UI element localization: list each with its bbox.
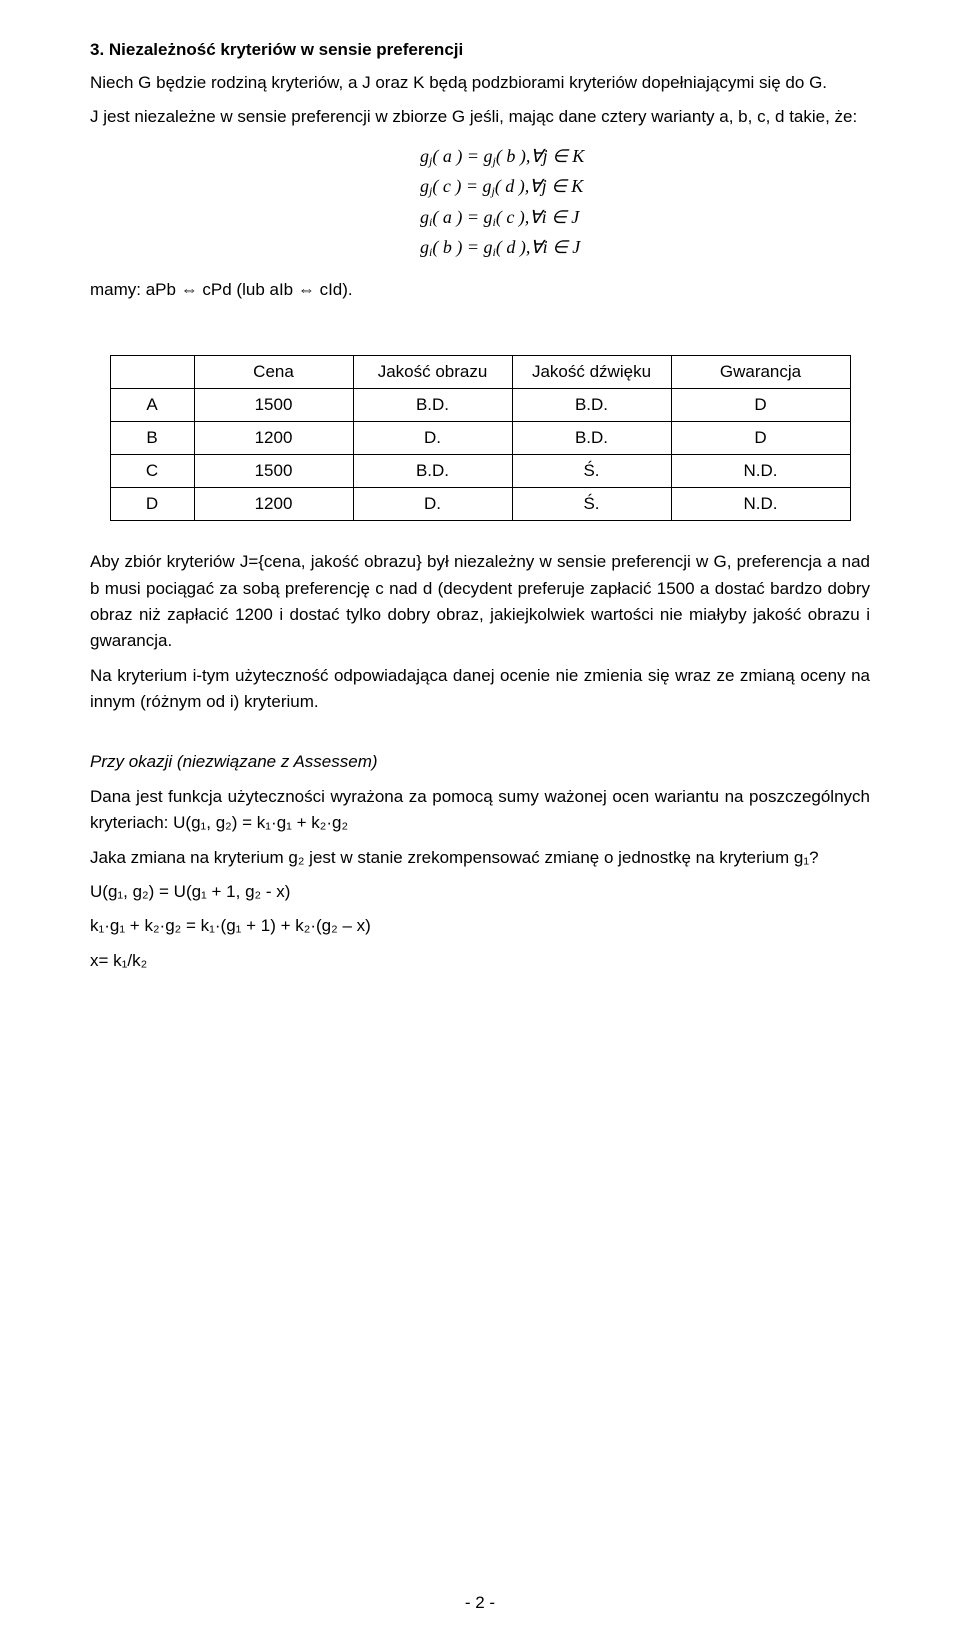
table-cell: D [671, 422, 850, 455]
aside-equation-2: k₁·g₁ + k₂·g₂ = k₁·(g₁ + 1) + k₂·(g₂ – x… [90, 913, 870, 939]
table-header-jakosc-dzwieku: Jakość dźwięku [512, 356, 671, 389]
table-cell: C [110, 455, 194, 488]
table-cell: A [110, 389, 194, 422]
math-line-1: gj( a ) = gj( b ),∀j ∈ K [420, 141, 870, 172]
criteria-table: Cena Jakość obrazu Jakość dźwięku Gwaran… [110, 355, 851, 521]
table-row: B 1200 D. B.D. D [110, 422, 850, 455]
table-row: A 1500 B.D. B.D. D [110, 389, 850, 422]
table-cell: 1500 [194, 389, 353, 422]
table-cell: D. [353, 488, 512, 521]
table-row: D 1200 D. Ś. N.D. [110, 488, 850, 521]
table-cell: N.D. [671, 488, 850, 521]
aside-equation-3: x= k₁/k₂ [90, 948, 870, 974]
table-row: C 1500 B.D. Ś. N.D. [110, 455, 850, 488]
table-cell: B.D. [512, 422, 671, 455]
table-cell: D [110, 488, 194, 521]
table-cell: N.D. [671, 455, 850, 488]
table-cell: 1200 [194, 488, 353, 521]
aside-paragraph-2: Jaka zmiana na kryterium g₂ jest w stani… [90, 845, 870, 871]
table-cell: B [110, 422, 194, 455]
math-line-3: gi( a ) = gi( c ),∀i ∈ J [420, 202, 870, 233]
table-cell: D. [353, 422, 512, 455]
table-cell: 1500 [194, 455, 353, 488]
explanation-paragraph-2: Na kryterium i-tym użyteczność odpowiada… [90, 663, 870, 716]
math-conditions: gj( a ) = gj( b ),∀j ∈ K gj( c ) = gj( d… [90, 141, 870, 263]
aside-title: Przy okazji (niezwiązane z Assessem) [90, 749, 870, 775]
table-cell: B.D. [353, 455, 512, 488]
table-cell: D [671, 389, 850, 422]
math-line-4: gi( b ) = gi( d ),∀i ∈ J [420, 232, 870, 263]
table-cell: Ś. [512, 455, 671, 488]
math-line-2: gj( c ) = gj( d ),∀j ∈ K [420, 171, 870, 202]
table-header-cena: Cena [194, 356, 353, 389]
table-header-empty [110, 356, 194, 389]
page-number: - 2 - [0, 1593, 960, 1613]
table-header-gwarancja: Gwarancja [671, 356, 850, 389]
table-cell: 1200 [194, 422, 353, 455]
table-cell: B.D. [353, 389, 512, 422]
aside-equation-1: U(g₁, g₂) = U(g₁ + 1, g₂ - x) [90, 879, 870, 905]
criteria-table-wrap: Cena Jakość obrazu Jakość dźwięku Gwaran… [90, 355, 870, 521]
table-header-row: Cena Jakość obrazu Jakość dźwięku Gwaran… [110, 356, 850, 389]
explanation-paragraph-1: Aby zbiór kryteriów J={cena, jakość obra… [90, 549, 870, 654]
intro-paragraph-2: J jest niezależne w sensie preferencji w… [90, 104, 870, 130]
mamy-line: mamy: aPb ⇔ cPd (lub aIb ⇔ cId). [90, 277, 870, 303]
table-cell: Ś. [512, 488, 671, 521]
intro-paragraph-1: Niech G będzie rodziną kryteriów, a J or… [90, 70, 870, 96]
section-heading: 3. Niezależność kryteriów w sensie prefe… [90, 40, 870, 60]
table-cell: B.D. [512, 389, 671, 422]
table-header-jakosc-obrazu: Jakość obrazu [353, 356, 512, 389]
aside-paragraph-1: Dana jest funkcja użyteczności wyrażona … [90, 784, 870, 837]
